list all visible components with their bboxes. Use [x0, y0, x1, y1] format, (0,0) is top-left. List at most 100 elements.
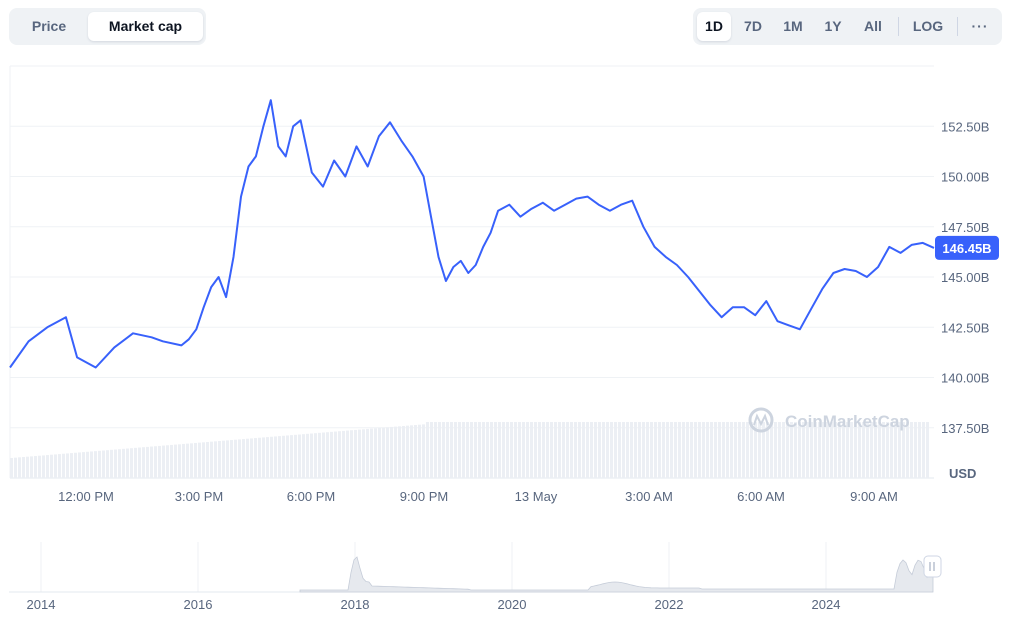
navigator-year-label: 2016	[184, 597, 213, 612]
volume-bar	[166, 445, 169, 478]
volume-bar	[466, 422, 469, 478]
volume-bar	[170, 444, 173, 478]
volume-bar	[138, 447, 141, 478]
volume-bar	[678, 422, 681, 478]
volume-bar	[902, 422, 905, 478]
volume-bar	[538, 422, 541, 478]
coinmarketcap-logo-icon	[748, 407, 774, 433]
volume-bar	[774, 422, 777, 478]
volume-bar	[802, 422, 805, 478]
range-1y-button[interactable]: 1Y	[824, 18, 842, 34]
navigator-area	[299, 556, 934, 593]
volume-bar	[450, 422, 453, 478]
volume-bar	[922, 422, 925, 478]
y-tick-label: 140.00B	[941, 371, 989, 386]
volume-bar	[98, 450, 101, 478]
watermark-text: CoinMarketCap	[785, 412, 910, 431]
x-tick-label: 13 May	[515, 489, 558, 504]
volume-bar	[830, 422, 833, 478]
volume-bar	[794, 422, 797, 478]
volume-bar	[914, 422, 917, 478]
volume-bar	[438, 422, 441, 478]
volume-bar	[26, 456, 29, 478]
range-1d-button[interactable]: 1D	[697, 12, 731, 41]
watermark: CoinMarketCap	[748, 407, 910, 433]
volume-bar	[894, 422, 897, 478]
volume-bar	[482, 422, 485, 478]
volume-bar	[670, 422, 673, 478]
volume-bar	[78, 452, 81, 478]
volume-bar	[302, 434, 305, 478]
range-all-button[interactable]: All	[864, 18, 882, 34]
volume-bar	[690, 422, 693, 478]
volume-bar	[846, 422, 849, 478]
navigator-handle-grip[interactable]	[923, 555, 942, 578]
log-scale-button[interactable]: LOG	[912, 18, 944, 34]
price-tab[interactable]: Price	[31, 18, 67, 34]
y-tick-label: 137.50B	[941, 421, 989, 436]
volume-bar	[738, 422, 741, 478]
volume-bar	[590, 422, 593, 478]
volume-bar	[130, 448, 133, 478]
y-tick-label: 150.00B	[941, 170, 989, 185]
volume-bar	[582, 422, 585, 478]
volume-bar	[822, 422, 825, 478]
volume-bar	[54, 454, 57, 478]
volume-bars	[10, 422, 929, 478]
volume-bar	[366, 428, 369, 478]
volume-bar	[34, 456, 37, 478]
volume-bar	[806, 422, 809, 478]
navigator-handle[interactable]	[923, 555, 942, 578]
volume-bar	[310, 433, 313, 478]
x-axis-labels: 12:00 PM 3:00 PM 6:00 PM 9:00 PM 13 May 3:00 …	[58, 489, 898, 504]
range-navigator[interactable]	[9, 542, 934, 593]
volume-bar	[58, 454, 61, 478]
volume-bar	[250, 438, 253, 478]
volume-bar	[398, 426, 401, 478]
volume-bar	[650, 422, 653, 478]
market-cap-tab[interactable]: Market cap	[88, 12, 203, 41]
volume-bar	[266, 437, 269, 478]
volume-bar	[758, 422, 761, 478]
range-1m-button[interactable]: 1M	[783, 18, 803, 34]
volume-bar	[326, 432, 329, 478]
navigator-frame	[9, 542, 933, 592]
navigator-year-label: 2022	[655, 597, 684, 612]
volume-bar	[246, 438, 249, 478]
volume-bar	[778, 422, 781, 478]
volume-bar	[426, 422, 429, 478]
volume-bar	[630, 422, 633, 478]
volume-bar	[134, 447, 137, 478]
volume-bar	[102, 450, 105, 478]
range-7d-button[interactable]: 7D	[744, 18, 762, 34]
volume-bar	[626, 422, 629, 478]
volume-bar	[286, 435, 289, 478]
volume-bar	[226, 440, 229, 478]
volume-bar	[714, 422, 717, 478]
volume-bar	[710, 422, 713, 478]
volume-bar	[718, 422, 721, 478]
volume-bar	[810, 422, 813, 478]
volume-bar	[834, 422, 837, 478]
volume-bar	[486, 422, 489, 478]
volume-bar	[394, 426, 397, 478]
volume-bar	[82, 452, 85, 478]
x-tick-label: 3:00 AM	[625, 489, 673, 504]
volume-bar	[238, 439, 241, 478]
volume-bar	[502, 422, 505, 478]
ellipsis-icon[interactable]: ···	[971, 18, 989, 34]
volume-bar	[50, 454, 53, 478]
volume-bar	[126, 448, 129, 478]
volume-bar	[890, 422, 893, 478]
volume-bar	[562, 422, 565, 478]
navigator-year-label: 2018	[341, 597, 370, 612]
volume-bar	[314, 433, 317, 478]
volume-bar	[926, 422, 929, 478]
x-tick-label: 6:00 PM	[287, 489, 335, 504]
volume-bar	[770, 422, 773, 478]
volume-bar	[702, 422, 705, 478]
volume-bar	[662, 422, 665, 478]
volume-bar	[798, 422, 801, 478]
volume-bar	[766, 422, 769, 478]
